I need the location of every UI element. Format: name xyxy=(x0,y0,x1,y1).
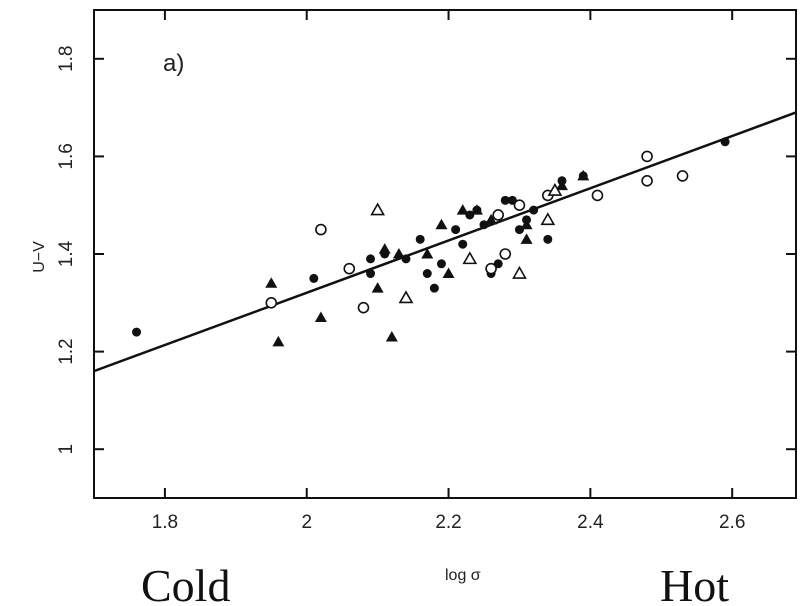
data-point-open-triangle xyxy=(462,251,478,265)
data-point-filled-triangle xyxy=(272,335,285,347)
data-point-filled-triangle xyxy=(265,277,278,288)
data-point-filled-triangle xyxy=(456,204,469,215)
data-point-filled-circle xyxy=(451,225,461,235)
data-point-filled-triangle xyxy=(314,311,327,322)
plot-frame xyxy=(93,9,797,499)
y-tick-label: 1.4 xyxy=(56,240,77,267)
data-point-filled-triangle xyxy=(470,204,483,215)
data-point-filled-circle xyxy=(366,269,376,279)
data-point-filled-circle xyxy=(720,137,730,147)
data-point-filled-circle xyxy=(500,195,510,205)
data-point-open-circle xyxy=(641,175,653,187)
y-axis-label: U−V xyxy=(31,241,48,273)
data-point-filled-circle xyxy=(132,327,142,337)
data-point-filled-circle xyxy=(458,239,468,249)
data-point-filled-circle xyxy=(309,273,319,283)
data-point-open-circle xyxy=(343,262,356,275)
y-tick-label: 1.6 xyxy=(56,143,77,169)
data-point-open-circle xyxy=(265,296,278,309)
data-point-filled-circle xyxy=(366,254,376,264)
ticks-layer: 1.8 2 2.2 2.4 2.6 1 1.2 1.4 1.6 1.8 xyxy=(56,10,796,533)
x-tick-label: 2 xyxy=(301,512,312,533)
x-tick-label: 1.8 xyxy=(152,512,178,533)
data-point-open-circle xyxy=(676,170,689,182)
data-point-filled-circle xyxy=(422,269,432,279)
data-point-open-circle xyxy=(499,248,512,260)
data-point-filled-circle xyxy=(543,234,553,244)
data-point-filled-triangle xyxy=(520,233,533,244)
data-point-filled-circle xyxy=(436,259,446,269)
data-point-filled-triangle xyxy=(371,282,384,293)
x-axis-label: log σ xyxy=(445,567,481,584)
data-point-open-circle xyxy=(492,209,504,221)
data-point-open-circle xyxy=(315,223,327,236)
data-point-open-circle xyxy=(513,199,526,211)
data-point-open-triangle xyxy=(398,290,414,304)
data-point-open-circle xyxy=(357,301,370,314)
data-point-filled-triangle xyxy=(442,267,455,279)
x-tick-label: 2.2 xyxy=(435,512,461,533)
data-point-filled-triangle xyxy=(577,169,590,181)
data-point-open-circle xyxy=(591,189,604,202)
data-point-filled-circle xyxy=(429,283,439,293)
data-point-filled-triangle xyxy=(520,218,533,230)
data-point-filled-triangle xyxy=(378,243,391,254)
x-tick-label: 2.6 xyxy=(719,512,745,533)
y-tick-label: 1.8 xyxy=(56,46,77,72)
caption-hot: Hot xyxy=(660,560,729,606)
caption-cold: Cold xyxy=(141,560,230,606)
data-point-filled-circle xyxy=(415,234,425,244)
fit-line xyxy=(93,111,797,373)
data-point-open-circle xyxy=(485,262,497,275)
data-point-open-triangle xyxy=(540,212,556,226)
data-point-filled-triangle xyxy=(385,330,398,342)
data-point-filled-triangle xyxy=(435,218,448,230)
y-tick-label: 1 xyxy=(56,444,77,455)
data-point-filled-triangle xyxy=(485,213,498,225)
data-point-filled-triangle xyxy=(421,248,434,259)
fit-line-layer xyxy=(93,111,797,373)
data-point-filled-triangle xyxy=(556,179,568,191)
data-point-open-triangle xyxy=(547,182,563,196)
data-point-open-triangle xyxy=(370,202,386,216)
data-point-filled-triangle xyxy=(392,248,405,259)
data-point-open-circle xyxy=(641,150,653,163)
panel-label: a) xyxy=(163,50,184,77)
x-tick-label: 2.4 xyxy=(577,512,604,533)
data-point-open-triangle xyxy=(512,265,527,279)
data-points-layer xyxy=(132,137,730,347)
y-tick-label: 1.2 xyxy=(56,338,77,364)
data-point-filled-circle xyxy=(529,205,539,215)
